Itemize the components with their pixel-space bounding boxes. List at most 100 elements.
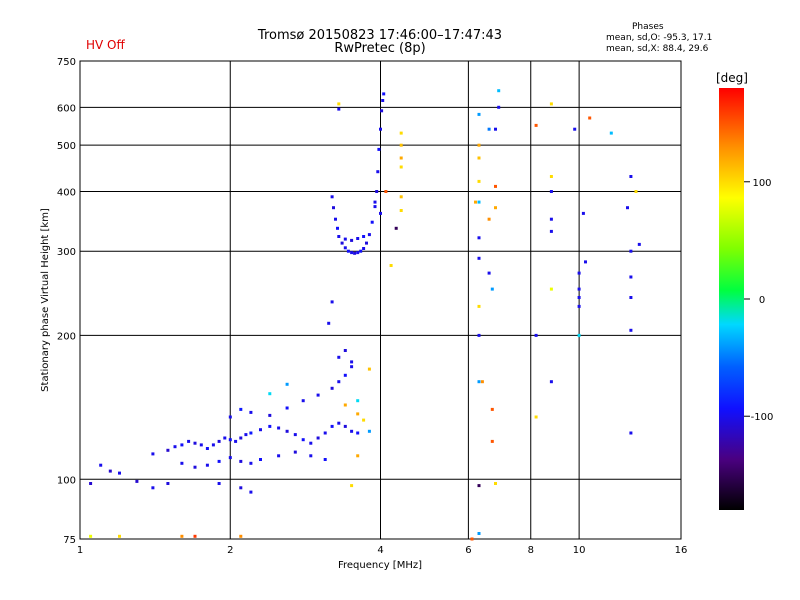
echo-point [480, 380, 484, 384]
x-tick-labels: 1 2 4 6 8 10 16 [77, 545, 688, 556]
echo-point [356, 431, 360, 435]
echo-point [588, 116, 592, 120]
echo-point [477, 156, 481, 160]
echo-point [205, 463, 209, 467]
echo-point [490, 407, 494, 411]
echo-point [534, 415, 538, 419]
echo-point [330, 386, 334, 390]
echo-point [332, 206, 335, 210]
echo-point [234, 439, 238, 443]
echo-point [573, 127, 577, 131]
echo-point [549, 229, 553, 233]
echo-point [293, 450, 297, 454]
echo-point [384, 190, 388, 193]
y-tick-label: 600 [57, 103, 76, 114]
echo-point [629, 431, 633, 435]
echo-point [377, 147, 381, 151]
echo-point [549, 102, 553, 106]
echo-point [373, 200, 377, 204]
colorbar-tick-label: 0 [759, 295, 765, 306]
echo-point [577, 296, 581, 299]
echo-point [249, 461, 253, 465]
echo-point [629, 328, 633, 332]
echo-point [634, 190, 638, 193]
echo-point [350, 238, 354, 242]
echo-points [89, 89, 641, 541]
echo-point [629, 275, 633, 279]
echo-point [362, 247, 366, 250]
echo-point [490, 287, 494, 291]
echo-point [285, 429, 289, 433]
echo-point [327, 321, 331, 325]
echo-point [89, 482, 93, 485]
echo-point [309, 441, 313, 445]
echo-point [365, 241, 368, 245]
echo-point [477, 256, 481, 260]
echo-point [373, 205, 377, 209]
echo-point [497, 89, 501, 93]
echo-point [549, 217, 553, 221]
echo-point [334, 217, 337, 221]
echo-point [343, 403, 347, 407]
echo-point [217, 482, 221, 485]
echo-point [337, 380, 341, 384]
echo-point [151, 486, 155, 490]
echo-point [356, 237, 360, 240]
echo-point [301, 438, 305, 442]
echo-point [118, 471, 121, 475]
echo-point [350, 429, 354, 433]
echo-point [249, 490, 253, 494]
echo-point [343, 349, 347, 352]
echo-point [549, 287, 553, 291]
phases-o-stat: mean, sd,O: -95.3, 17.1 [606, 33, 713, 43]
echo-point [494, 206, 497, 210]
echo-point [577, 271, 581, 275]
echo-point [330, 300, 334, 304]
echo-point [301, 399, 305, 403]
hv-status-label: HV Off [86, 38, 125, 52]
colorbar-tick-label: 100 [752, 178, 771, 189]
echo-point [323, 431, 327, 435]
echo-point [343, 237, 347, 241]
echo-point [350, 365, 354, 369]
echo-point [367, 367, 371, 371]
y-axis-label: Stationary phase Virtual Height [km] [40, 208, 51, 392]
echo-point [367, 233, 371, 237]
echo-point [356, 251, 360, 255]
echo-point [239, 459, 243, 463]
echo-point [382, 92, 386, 96]
echo-point [268, 413, 272, 417]
echo-point [629, 296, 633, 299]
echo-point [477, 333, 481, 337]
echo-point [389, 264, 393, 267]
echo-point [285, 406, 289, 410]
echo-point [211, 443, 215, 447]
echo-point [470, 537, 474, 541]
echo-point [217, 439, 221, 443]
echo-point [549, 190, 553, 193]
echo-point [399, 156, 403, 160]
echo-point [330, 424, 334, 428]
echo-point [205, 447, 209, 450]
echo-point [193, 534, 197, 538]
echo-point [340, 241, 344, 245]
echo-point [394, 226, 398, 230]
echo-point [343, 373, 347, 377]
echo-point [309, 454, 313, 458]
echo-point [268, 424, 272, 428]
echo-point [477, 200, 481, 204]
grid-lines [80, 61, 681, 539]
echo-point [350, 484, 354, 488]
echo-point [180, 443, 184, 447]
echo-point [217, 459, 221, 463]
echo-point [490, 439, 494, 443]
echo-point [487, 217, 491, 221]
echo-point [353, 251, 357, 255]
echo-point [399, 131, 403, 135]
echo-point [379, 127, 382, 131]
echo-point [108, 469, 112, 473]
echo-point [381, 99, 385, 102]
y-tick-label: 100 [57, 475, 76, 486]
echo-point [494, 184, 497, 188]
echo-point [228, 415, 232, 419]
